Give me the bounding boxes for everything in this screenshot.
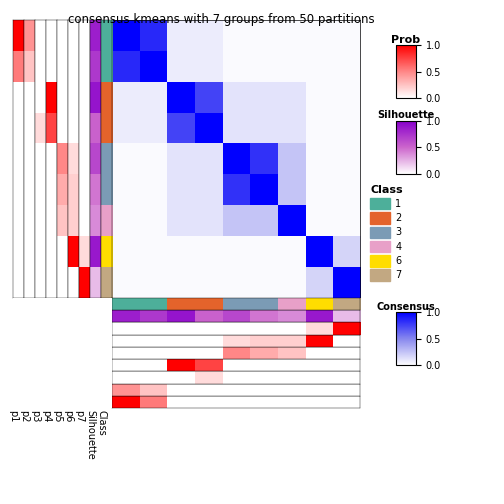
- Text: p2: p2: [19, 410, 29, 423]
- Text: p1: p1: [8, 410, 18, 422]
- Text: 2: 2: [395, 213, 401, 223]
- Text: p3: p3: [30, 410, 40, 422]
- Title: Silhouette: Silhouette: [377, 110, 434, 120]
- Bar: [370, 241, 390, 253]
- Title: Consensus: Consensus: [376, 302, 435, 311]
- Bar: [370, 255, 390, 267]
- Text: 4: 4: [395, 241, 401, 251]
- Bar: [370, 269, 390, 281]
- Text: p4: p4: [41, 410, 51, 422]
- Text: 3: 3: [395, 227, 401, 237]
- Text: Class: Class: [370, 185, 403, 195]
- Text: Silhouette: Silhouette: [85, 410, 95, 460]
- Bar: [370, 212, 390, 224]
- Text: 7: 7: [395, 270, 401, 280]
- Text: Class: Class: [96, 410, 106, 436]
- Text: p6: p6: [63, 410, 73, 422]
- Text: 1: 1: [395, 199, 401, 209]
- Bar: [370, 227, 390, 238]
- Title: Prob: Prob: [391, 35, 420, 44]
- Text: 6: 6: [395, 256, 401, 266]
- Text: consensus kmeans with 7 groups from 50 partitions: consensus kmeans with 7 groups from 50 p…: [69, 13, 375, 26]
- Text: p7: p7: [74, 410, 84, 423]
- Text: p5: p5: [52, 410, 62, 423]
- Bar: [370, 198, 390, 210]
